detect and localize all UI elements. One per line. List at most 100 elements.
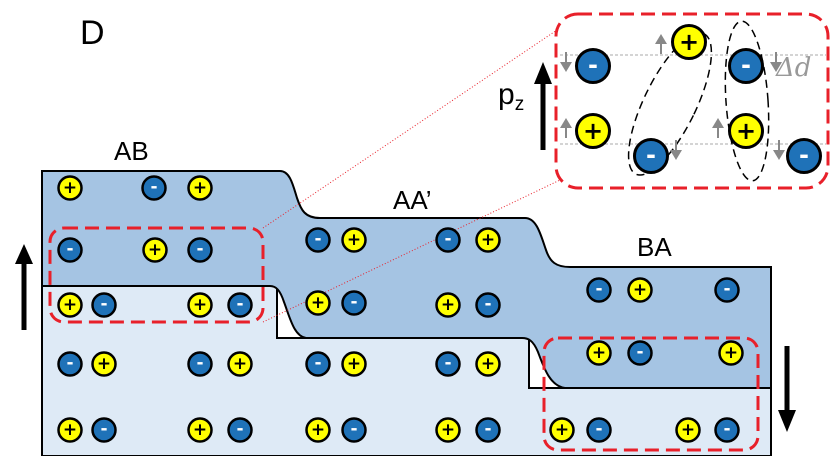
upper-layer-slab [41, 170, 772, 389]
svg-text:+: + [63, 178, 77, 198]
anion-ion: - [141, 175, 167, 201]
svg-text:+: + [736, 117, 756, 145]
highlight-box-ba [542, 336, 760, 452]
anion-ion: - [475, 417, 501, 443]
lower-layer-slab [41, 285, 772, 456]
polarization-arrow-down [778, 346, 796, 432]
svg-text:-: - [196, 353, 203, 373]
displacement-arrow-down [770, 52, 782, 72]
svg-text:+: + [148, 240, 162, 260]
anion-ion: - [475, 292, 501, 318]
svg-text:+: + [681, 420, 695, 440]
anion-ion: - [341, 417, 367, 443]
inset-panel: pz Δd - + - + - + - [498, 12, 830, 190]
svg-text:+: + [63, 295, 77, 315]
dipole-ellipse-right [724, 20, 770, 182]
svg-text:-: - [484, 294, 491, 314]
cation-ion: + [305, 290, 331, 316]
displacement-arrow-down [560, 52, 572, 72]
region-label-ab: AB [114, 136, 149, 166]
main-ions-group: + - + - + - + - + - - + - + + - + - - + - + + - + - - + - + + - + - - + - + - +… [57, 175, 744, 443]
anion-ion: - [57, 351, 83, 377]
cation-ion: + [341, 227, 367, 253]
anion-ion: - [227, 292, 253, 318]
svg-text:+: + [63, 420, 77, 440]
anion-ion: - [627, 340, 653, 366]
svg-text:+: + [441, 295, 455, 315]
svg-text:+: + [347, 230, 361, 250]
cation-ion: + [91, 351, 117, 377]
displacement-arrow-down [773, 140, 785, 160]
svg-text:-: - [444, 229, 451, 249]
pz-arrow [534, 62, 552, 150]
svg-text:+: + [193, 420, 207, 440]
region-label-ba: BA [637, 232, 672, 262]
cation-ion: + [227, 351, 253, 377]
inset-cation-ion: + [575, 113, 611, 149]
svg-text:+: + [583, 117, 603, 145]
svg-text:+: + [193, 295, 207, 315]
svg-text:+: + [481, 354, 495, 374]
anion-ion: - [714, 277, 740, 303]
anion-ion: - [187, 351, 213, 377]
region-label-aa: AA’ [393, 185, 432, 215]
highlight-box-ab [48, 226, 265, 324]
cation-ion: + [57, 175, 83, 201]
svg-text:+: + [193, 178, 207, 198]
anion-ion: - [435, 351, 461, 377]
svg-text:+: + [592, 343, 606, 363]
cation-ion: + [187, 417, 213, 443]
inset-anion-ion: - [575, 48, 611, 84]
anion-ion: - [586, 417, 612, 443]
cation-ion: + [57, 292, 83, 318]
inset-cation-ion: + [671, 24, 707, 60]
svg-text:-: - [595, 419, 602, 439]
inset-ions-group: - + - + - + - [575, 24, 822, 174]
svg-text:+: + [679, 28, 699, 56]
svg-text:-: - [314, 229, 321, 249]
cation-ion: + [627, 277, 653, 303]
anion-ion: - [91, 292, 117, 318]
cation-ion: + [549, 417, 575, 443]
cation-ion: + [187, 175, 213, 201]
polarization-arrow-up [15, 244, 33, 330]
anion-ion: - [305, 351, 331, 377]
svg-text:+: + [311, 293, 325, 313]
svg-text:-: - [100, 294, 107, 314]
svg-text:-: - [484, 419, 491, 439]
displacement-arrow-up [655, 34, 667, 54]
displacement-label: Δd [775, 53, 811, 83]
inset-anion-ion: - [728, 48, 764, 84]
pz-label: pz [498, 78, 524, 115]
svg-text:-: - [314, 353, 321, 373]
inset-cation-ion: + [728, 113, 764, 149]
anion-ion: - [227, 417, 253, 443]
svg-text:-: - [588, 51, 598, 79]
svg-text:-: - [646, 141, 656, 169]
svg-text:-: - [741, 51, 751, 79]
svg-text:-: - [723, 419, 730, 439]
svg-text:-: - [66, 353, 73, 373]
svg-text:+: + [233, 354, 247, 374]
inset-anion-ion: - [633, 138, 669, 174]
svg-text:+: + [347, 354, 361, 374]
svg-text:-: - [595, 279, 602, 299]
svg-text:-: - [100, 419, 107, 439]
cation-ion: + [475, 227, 501, 253]
anion-ion: - [187, 237, 213, 263]
svg-text:-: - [236, 294, 243, 314]
displacement-arrows [560, 34, 785, 160]
cation-ion: + [341, 351, 367, 377]
cation-ion: + [305, 417, 331, 443]
anion-ion: - [341, 290, 367, 316]
svg-text:-: - [350, 419, 357, 439]
cation-ion: + [142, 237, 168, 263]
cation-ion: + [57, 417, 83, 443]
cation-ion: + [435, 417, 461, 443]
cation-ion: + [435, 292, 461, 318]
inset-anion-ion: - [786, 138, 822, 174]
anion-ion: - [305, 227, 331, 253]
svg-text:+: + [97, 354, 111, 374]
